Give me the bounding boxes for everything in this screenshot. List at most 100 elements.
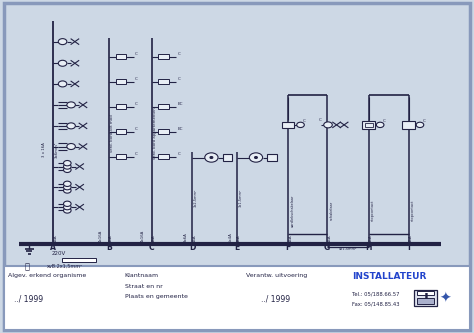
- Circle shape: [58, 39, 67, 45]
- Text: 16A: 16A: [53, 234, 57, 242]
- Circle shape: [58, 60, 67, 66]
- Text: Klantnaam: Klantnaam: [125, 273, 159, 278]
- Bar: [158, 104, 169, 109]
- Text: aardlekschakelaar: aardlekschakelaar: [291, 194, 294, 227]
- Text: 3x1,5mm²: 3x1,5mm²: [238, 188, 242, 207]
- Text: C: C: [383, 119, 386, 123]
- Text: 16A: 16A: [237, 234, 241, 242]
- Circle shape: [64, 188, 71, 193]
- Bar: [116, 104, 126, 109]
- Text: B: B: [106, 243, 112, 252]
- Circle shape: [205, 153, 218, 162]
- Bar: [158, 79, 169, 84]
- Text: C: C: [135, 152, 138, 156]
- Circle shape: [376, 122, 384, 128]
- Circle shape: [64, 181, 71, 186]
- Circle shape: [67, 123, 75, 129]
- Circle shape: [416, 122, 424, 128]
- Text: 4x16A: 4x16A: [141, 230, 145, 242]
- Circle shape: [64, 167, 71, 172]
- Text: ../ 1999: ../ 1999: [14, 295, 43, 304]
- Text: 4x1,5mm²: 4x1,5mm²: [339, 247, 357, 251]
- Text: schakelaar: schakelaar: [329, 201, 333, 220]
- Text: 3 x 16A: 3 x 16A: [42, 143, 46, 157]
- Text: 3x6mm²: 3x6mm²: [55, 142, 58, 158]
- Text: Fax: 05/148.85.43: Fax: 05/148.85.43: [352, 301, 399, 306]
- Text: 16A: 16A: [409, 234, 412, 242]
- Text: C: C: [319, 118, 321, 122]
- Text: ✦: ✦: [440, 291, 451, 305]
- Circle shape: [324, 122, 332, 128]
- Text: EC: EC: [178, 127, 183, 131]
- Text: verd. bord 4/8 mod: verd. bord 4/8 mod: [110, 114, 114, 152]
- Bar: [4, 266, 470, 330]
- Circle shape: [297, 122, 304, 128]
- Text: INSTALLATEUR: INSTALLATEUR: [352, 272, 426, 281]
- Text: 3x6A: 3x6A: [184, 232, 188, 242]
- Text: F: F: [285, 243, 291, 252]
- Text: 16A: 16A: [369, 234, 373, 242]
- Text: 16A: 16A: [152, 234, 155, 242]
- Text: 16A: 16A: [288, 234, 292, 242]
- Circle shape: [210, 157, 213, 159]
- Text: verd. bord appartementen: verd. bord appartementen: [153, 107, 157, 159]
- Text: A: A: [50, 243, 56, 252]
- Bar: [223, 154, 232, 161]
- Text: C: C: [135, 102, 138, 106]
- Bar: [365, 123, 373, 127]
- Bar: [116, 54, 126, 59]
- Text: 5x4A: 5x4A: [228, 232, 232, 242]
- Text: EC: EC: [178, 102, 183, 106]
- Bar: [414, 290, 437, 306]
- Bar: [158, 54, 169, 59]
- Text: C: C: [178, 152, 181, 156]
- Circle shape: [249, 153, 263, 162]
- Text: 4x16A: 4x16A: [99, 230, 102, 242]
- Text: 16A: 16A: [327, 234, 331, 242]
- Text: C: C: [178, 52, 181, 56]
- Text: 220V: 220V: [51, 251, 65, 256]
- Circle shape: [255, 157, 257, 159]
- Text: 16A: 16A: [109, 234, 113, 242]
- Bar: [402, 121, 415, 129]
- Text: C: C: [135, 127, 138, 131]
- Circle shape: [67, 144, 75, 150]
- Text: Plaats en gemeente: Plaats en gemeente: [125, 294, 188, 299]
- Text: stopcontact: stopcontact: [411, 200, 415, 221]
- Text: ../ 1999: ../ 1999: [261, 295, 290, 304]
- Bar: [158, 154, 169, 159]
- Text: D: D: [189, 243, 196, 252]
- Circle shape: [64, 208, 71, 213]
- Circle shape: [64, 204, 71, 210]
- Bar: [116, 154, 126, 159]
- Text: C: C: [302, 119, 305, 123]
- Text: C: C: [149, 243, 155, 252]
- Text: I: I: [407, 243, 410, 252]
- Text: E: E: [234, 243, 240, 252]
- Text: C: C: [423, 119, 426, 123]
- Bar: [62, 258, 96, 262]
- Text: Algev. erkend organisme: Algev. erkend organisme: [8, 273, 86, 278]
- Text: H: H: [365, 243, 372, 252]
- Bar: [417, 291, 434, 295]
- Bar: [362, 121, 375, 129]
- Text: 3x2,5mm²: 3x2,5mm²: [194, 188, 198, 207]
- Circle shape: [64, 161, 71, 166]
- Text: J: J: [423, 292, 428, 305]
- Text: 16A: 16A: [192, 234, 196, 242]
- Text: stopcontact: stopcontact: [371, 200, 375, 221]
- Text: G: G: [324, 243, 330, 252]
- Text: C: C: [135, 52, 138, 56]
- Text: Tel.: 05/188.66.57: Tel.: 05/188.66.57: [352, 291, 399, 296]
- Bar: [158, 129, 169, 134]
- Text: xvB.2x1,5mm²: xvB.2x1,5mm²: [46, 264, 82, 269]
- Text: ⏚: ⏚: [25, 262, 29, 271]
- Bar: [267, 154, 277, 161]
- Text: Verantw. uitvoering: Verantw. uitvoering: [246, 273, 307, 278]
- Circle shape: [67, 102, 75, 108]
- Text: C: C: [135, 77, 138, 81]
- Bar: [417, 298, 434, 304]
- Bar: [282, 122, 294, 128]
- Circle shape: [64, 201, 71, 206]
- Text: C: C: [178, 77, 181, 81]
